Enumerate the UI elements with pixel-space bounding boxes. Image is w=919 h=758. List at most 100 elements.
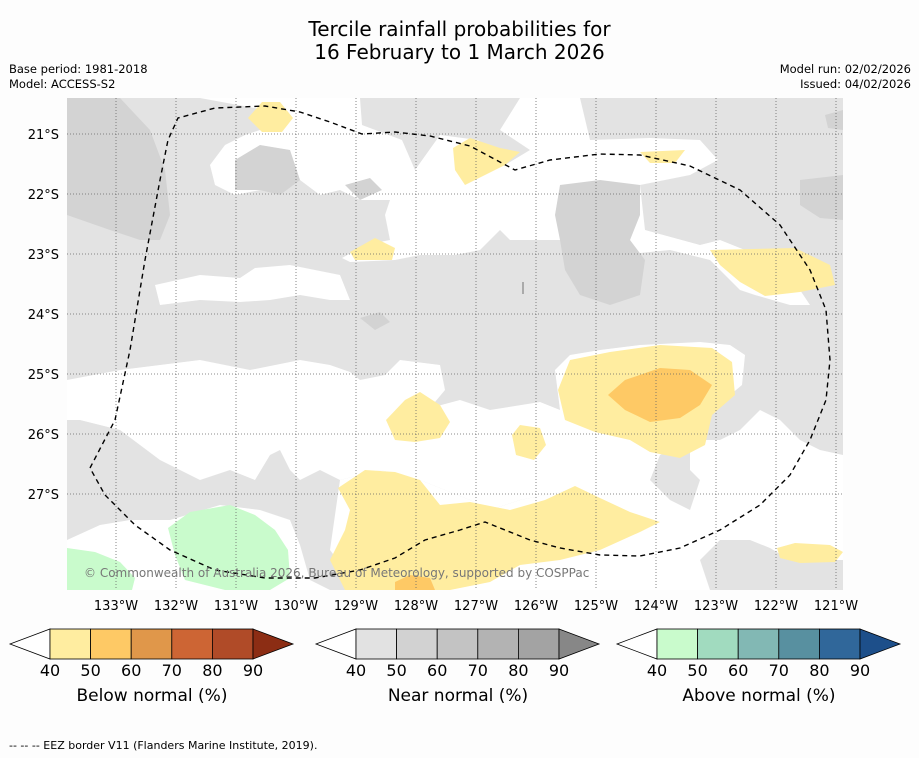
below-normal-swatch [130, 628, 173, 660]
green-patch-2 [67, 548, 135, 590]
graticule [67, 98, 843, 590]
base-period: Base period: 1981-2018 [9, 62, 148, 76]
near-normal-title: Near normal (%) [387, 686, 529, 706]
above-normal-swatch [737, 628, 780, 660]
above-normal-40-50 [67, 505, 290, 590]
near-normal-under-extension [314, 628, 357, 660]
grey-patch-small-b [360, 312, 390, 330]
model-run: Model run: 02/02/2026 [779, 62, 911, 76]
lat-label: 22°S [28, 188, 59, 203]
map-area: © Commonwealth of Australia 2026, Bureau… [67, 98, 843, 590]
island-speck [522, 282, 524, 294]
above-normal-tick-label: 80 [809, 661, 829, 680]
below-normal-swatch [171, 628, 213, 660]
lon-label: 132°W [154, 599, 198, 614]
near-normal-tick-label: 40 [346, 661, 366, 680]
below-normal-tick-label: 50 [80, 661, 100, 680]
green-patch-1 [168, 505, 290, 590]
below-normal-tick-label: 40 [40, 661, 60, 680]
copyright-text: © Commonwealth of Australia 2026, Bureau… [84, 566, 589, 580]
map-title: Tercile rainfall probabilities for 16 Fe… [0, 18, 919, 64]
near-normal-swatch [518, 628, 560, 660]
lon-label: 122°W [754, 599, 798, 614]
above-normal-tick-label: 50 [687, 661, 707, 680]
grey-patch-small-a [345, 178, 382, 200]
lon-label: 126°W [514, 599, 558, 614]
above-normal-colorbar: 40 50 60 70 80 90 [615, 628, 902, 680]
below-normal-colorbar: 40 50 60 70 80 90 [8, 628, 295, 680]
lat-label: 27°S [28, 488, 59, 503]
above-normal-tick-label: 60 [728, 661, 748, 680]
lat-label: 23°S [28, 248, 59, 263]
grey-patch-nw [67, 98, 170, 240]
lon-label: 127°W [454, 599, 498, 614]
below-normal-swatch [49, 628, 91, 660]
lat-label: 26°S [28, 428, 59, 443]
grey-patch-far-east [825, 110, 843, 130]
model-name: Model: ACCESS-S2 [9, 77, 116, 91]
lon-label: 125°W [574, 599, 618, 614]
below-normal-under-extension [8, 628, 51, 660]
lat-label: 24°S [28, 308, 59, 323]
near-normal-tick-label: 50 [386, 661, 406, 680]
below-normal-tick-label: 80 [202, 661, 222, 680]
above-normal-swatch [656, 628, 698, 660]
near-normal-tick-label: 60 [427, 661, 447, 680]
yellow-patch-3 [640, 150, 685, 163]
lat-label: 25°S [28, 368, 59, 383]
colorbars: 40 50 60 70 80 90 40 50 60 70 80 90 40 50 60 70 80 90 [8, 628, 902, 680]
near-normal-tick-label: 70 [468, 661, 488, 680]
near-normal-tick-label: 80 [508, 661, 528, 680]
lon-label: 133°W [94, 599, 138, 614]
above-normal-swatch [778, 628, 820, 660]
white-region-west-band [155, 265, 350, 305]
below-normal-swatch [90, 628, 132, 660]
above-normal-swatch [697, 628, 739, 660]
above-normal-title: Above normal (%) [682, 686, 836, 706]
lat-axis: 21°S 22°S 23°S 24°S 25°S 26°S 27°S [28, 128, 59, 503]
below-normal-tick-label: 90 [243, 661, 263, 680]
near-normal-swatch [396, 628, 438, 660]
below-normal-over-extension [252, 628, 295, 660]
grey-patch-north [235, 145, 300, 195]
near-normal-over-extension [558, 628, 601, 660]
lon-label: 124°W [634, 599, 678, 614]
lat-label: 21°S [28, 128, 59, 143]
eez-footnote: -- -- -- EEZ border V11 (Flanders Marine… [9, 739, 318, 752]
below-normal-50-60-south [395, 575, 435, 590]
yellow-patch-5 [710, 248, 835, 296]
grey-patch-east [800, 175, 843, 220]
near-normal-tick-label: 90 [549, 661, 569, 680]
below-normal-tick-label: 70 [162, 661, 182, 680]
lon-label: 121°W [814, 599, 858, 614]
yellow-patch-9 [330, 470, 660, 590]
lon-label: 131°W [214, 599, 258, 614]
below-normal-tick-label: 60 [121, 661, 141, 680]
yellow-patch-10 [777, 543, 843, 563]
lon-label: 128°W [394, 599, 438, 614]
below-normal-title: Below normal (%) [76, 686, 228, 706]
below-normal-swatch [211, 628, 254, 660]
lon-axis: 133°W 132°W 131°W 130°W 129°W 128°W 127°… [94, 599, 858, 614]
above-normal-tick-label: 70 [769, 661, 789, 680]
title-line-2: 16 February to 1 March 2026 [314, 40, 605, 64]
lon-label: 130°W [274, 599, 318, 614]
below-normal-50-60 [608, 368, 712, 422]
above-normal-tick-label: 90 [850, 661, 870, 680]
near-normal-40-50 [67, 98, 843, 330]
eez-border [89, 105, 831, 579]
near-normal-swatch [436, 628, 479, 660]
above-normal-over-extension [859, 628, 902, 660]
above-normal-swatch [819, 628, 861, 660]
lon-label: 129°W [334, 599, 378, 614]
above-normal-under-extension [615, 628, 658, 660]
meta-right: Model run: 02/02/2026 Issued: 04/02/2026 [780, 62, 911, 92]
issued-date: Issued: 04/02/2026 [800, 77, 911, 91]
yellow-patch-7 [386, 392, 450, 442]
near-normal-swatch [355, 628, 397, 660]
title-line-1: Tercile rainfall probabilities for [308, 17, 611, 41]
yellow-patch-4 [350, 238, 395, 260]
yellow-patch-2 [453, 138, 520, 185]
meta-left: Base period: 1981-2018 Model: ACCESS-S2 [9, 62, 148, 92]
